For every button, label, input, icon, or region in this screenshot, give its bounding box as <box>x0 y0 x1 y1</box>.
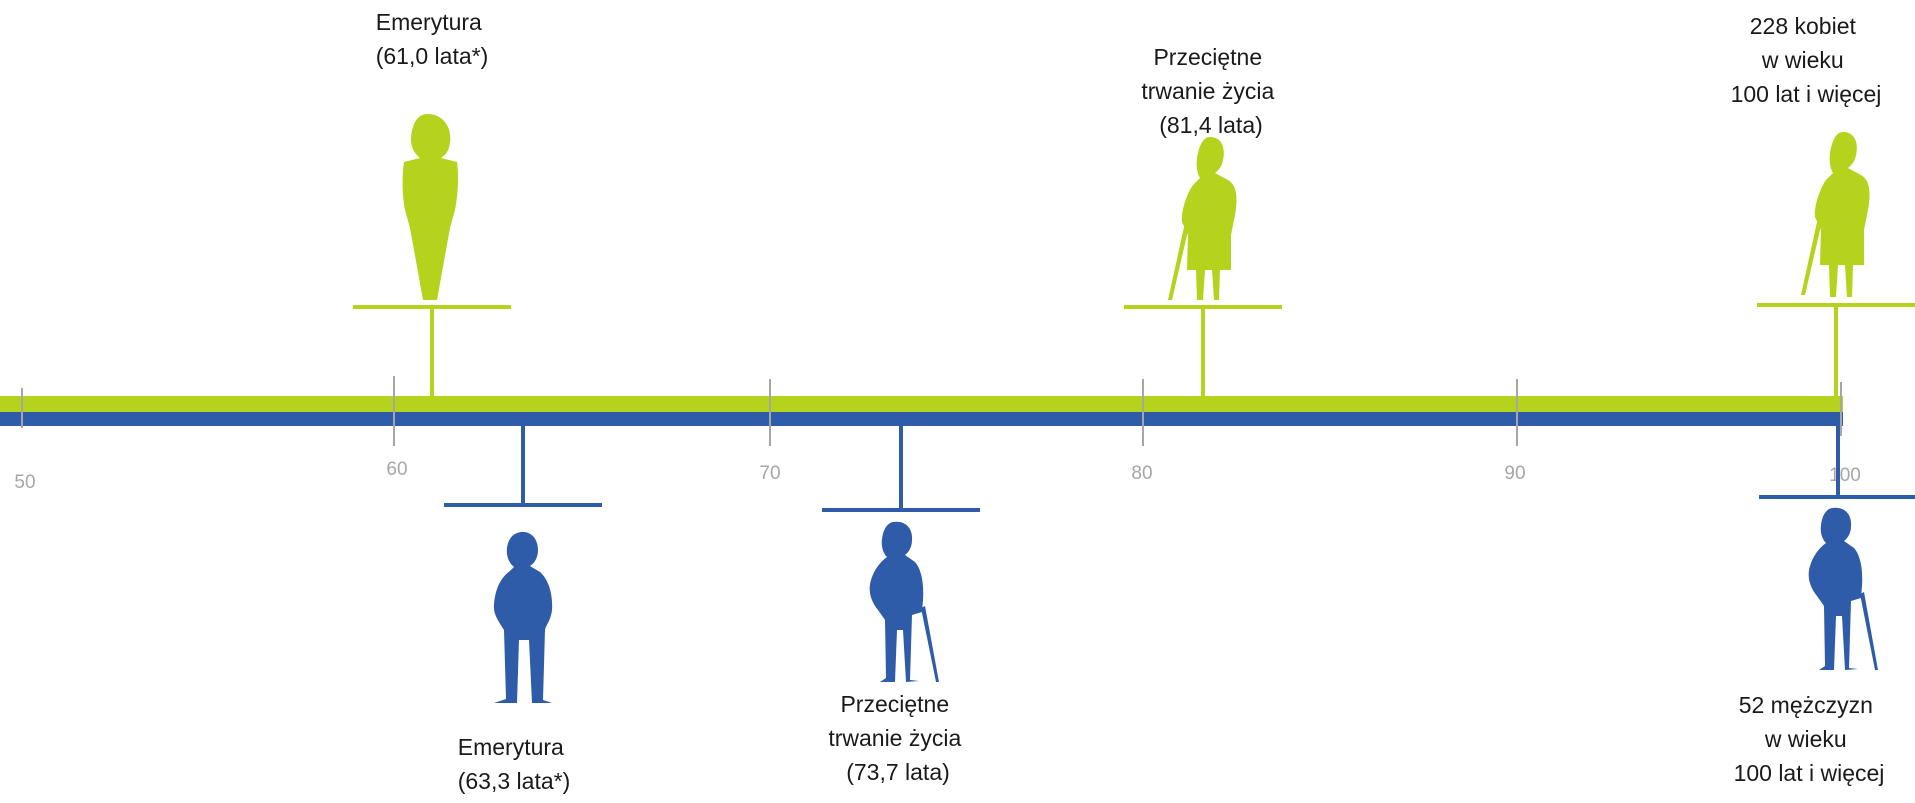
men-centenarians-label-line-2: w wieku <box>1764 726 1847 752</box>
tick-label-70: 70 <box>759 463 780 484</box>
women-retirement-label-line-2: (61,0 lata*) <box>376 43 489 69</box>
men-retirement-label-line-1: Emerytura <box>458 734 564 760</box>
women-life-expectancy-marker: Przeciętne trwanie życia (81,4 lata) <box>1124 44 1282 398</box>
women-centenarians-label-line-1: 228 kobiet <box>1750 13 1857 39</box>
women-retirement-marker: Emerytura (61,0 lata*) <box>353 9 511 398</box>
women-centenarians-label: 228 kobiet w wieku 100 lat i więcej <box>1731 13 1882 107</box>
women-centenarians-label-line-2: w wieku <box>1761 47 1844 73</box>
men-life-expectancy-label-line-3: (73,7 lata) <box>846 759 950 785</box>
men-retirement-label-line-2: (63,3 lata*) <box>458 768 571 794</box>
women-life-expectancy-label: Przeciętne trwanie życia (81,4 lata) <box>1141 44 1280 138</box>
elderly-woman-with-cane-icon <box>1801 132 1870 297</box>
women-life-expectancy-label-line-3: (81,4 lata) <box>1159 112 1263 138</box>
elderly-man-with-cane-icon <box>1808 507 1878 670</box>
axis-ticks: 50 60 70 80 90 100 <box>14 376 1861 493</box>
men-timeline-bar <box>0 412 1843 426</box>
men-life-expectancy-label-line-1: Przeciętne <box>840 691 949 717</box>
men-retirement-label: Emerytura (63,3 lata*) <box>458 734 571 794</box>
men-centenarians-label: 52 mężczyzn w wieku 100 lat i więcej <box>1734 692 1885 786</box>
men-centenarians-label-line-1: 52 mężczyzn <box>1739 692 1873 718</box>
men-retirement-marker: Emerytura (63,3 lata*) <box>444 424 602 794</box>
standing-man-icon <box>493 531 553 703</box>
elderly-woman-with-cane-icon <box>1168 137 1237 300</box>
tick-label-60: 60 <box>386 459 407 480</box>
women-retirement-label: Emerytura (61,0 lata*) <box>376 9 489 69</box>
women-centenarians-label-line-3: 100 lat i więcej <box>1731 81 1882 107</box>
tick-label-90: 90 <box>1504 463 1525 484</box>
women-centenarians-marker: 228 kobiet w wieku 100 lat i więcej <box>1731 13 1915 398</box>
tick-label-50: 50 <box>14 472 35 493</box>
women-life-expectancy-label-line-1: Przeciętne <box>1153 44 1262 70</box>
elderly-man-with-cane-icon <box>869 521 939 682</box>
women-life-expectancy-label-line-2: trwanie życia <box>1141 78 1274 104</box>
men-centenarians-label-line-3: 100 lat i więcej <box>1734 760 1885 786</box>
men-centenarians-marker: 52 mężczyzn w wieku 100 lat i więcej <box>1734 424 1915 786</box>
women-retirement-label-line-1: Emerytura <box>376 9 482 35</box>
tick-label-80: 80 <box>1131 463 1152 484</box>
men-life-expectancy-label-line-2: trwanie życia <box>828 725 961 751</box>
women-timeline-bar <box>0 396 1843 412</box>
men-life-expectancy-marker: Przeciętne trwanie życia (73,7 lata) <box>822 424 980 785</box>
men-life-expectancy-label: Przeciętne trwanie życia (73,7 lata) <box>828 691 967 785</box>
tick-label-100: 100 <box>1829 465 1861 486</box>
standing-woman-icon <box>402 114 459 300</box>
